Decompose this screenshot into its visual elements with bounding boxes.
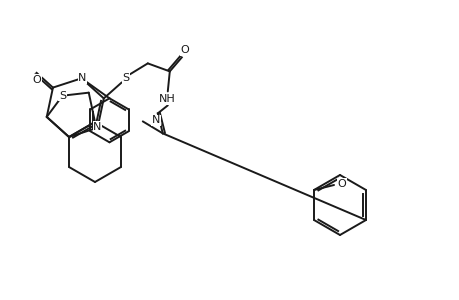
Text: S: S [59,91,66,101]
Text: NH: NH [158,94,175,104]
Text: O: O [32,75,41,85]
Text: S: S [122,74,129,83]
Text: N: N [151,116,160,125]
Text: N: N [93,122,101,132]
Text: N: N [78,73,86,83]
Text: O: O [180,45,189,56]
Text: O: O [337,179,346,189]
